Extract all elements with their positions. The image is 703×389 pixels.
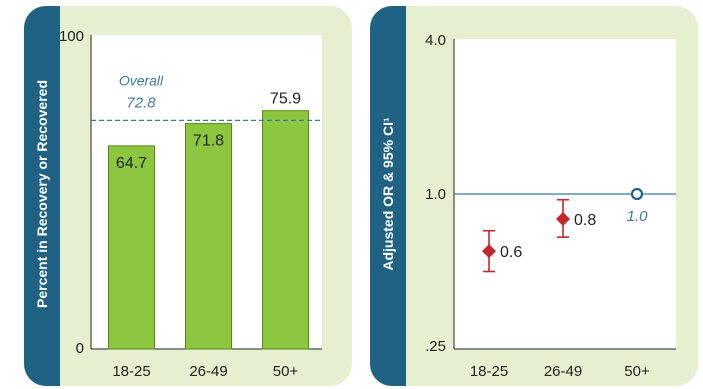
data-label: 71.8 [193, 133, 224, 150]
data-label: 0.6 [500, 244, 522, 261]
y-tick-label: 4.0 [425, 32, 446, 49]
bar [262, 110, 309, 350]
data-label: 1.0 [627, 208, 649, 225]
y-axis-label-strip: Adjusted OR & 95% CI¹ [370, 6, 406, 386]
y-tick-label: 0 [76, 340, 84, 357]
bar [108, 145, 155, 350]
x-tick-label: 50+ [273, 363, 299, 380]
x-tick-label: 50+ [624, 363, 650, 380]
overall-label: Overall [119, 72, 164, 88]
y-axis-label-strip: Percent in Recovery or Recovered [24, 6, 60, 386]
bar [185, 123, 232, 350]
y-tick-label: .25 [425, 338, 446, 355]
data-label: 75.9 [270, 91, 301, 108]
y-tick-label: 1.0 [425, 186, 446, 203]
x-tick-label: 26-49 [189, 363, 227, 380]
x-tick-label: 18-25 [470, 363, 508, 380]
y-tick-label: 100 [59, 28, 84, 45]
data-label: 64.7 [116, 155, 147, 172]
reference-point [630, 187, 644, 201]
odds-ratio-chart: .25 1.0 4.0 18-25 0.6 26-49 0.8 50+ 1.0 [425, 32, 676, 380]
estimate-point [482, 244, 496, 259]
bar-chart: 100 0 64.7 18-25 71.8 26-49 75.9 50+ Overall 72.8 [59, 28, 322, 380]
data-label: 0.8 [574, 212, 596, 229]
x-tick-label: 26-49 [544, 363, 582, 380]
x-tick-label: 18-25 [112, 363, 150, 380]
estimate-point [556, 211, 570, 226]
bar-chart-panel: Percent in Recovery or Recovered 100 0 64.… [24, 6, 352, 386]
odds-ratio-chart-panel: Adjusted OR & 95% CI¹ .25 1.0 4.0 18-25 0.6 2… [370, 6, 698, 386]
overall-value: 72.8 [126, 94, 156, 111]
